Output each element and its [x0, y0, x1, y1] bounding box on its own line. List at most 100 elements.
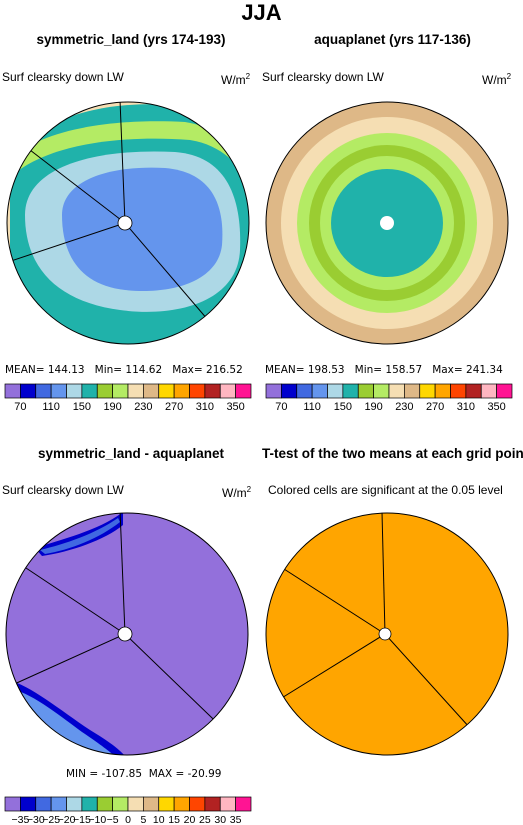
colorbar3-swatch — [173, 796, 190, 812]
panel3-subtitle: Surf clearsky down LW — [2, 483, 124, 497]
panel2-stats: MEAN= 198.53 Min= 158.57 Max= 241.34 — [265, 364, 503, 376]
colorbar3-tick-label: 35 — [230, 814, 242, 825]
colorbar1-tick-label: 70 — [14, 401, 26, 413]
panel4-meridian-line — [269, 559, 386, 635]
panel1-stats: MEAN= 144.13 Min= 114.62 Max= 216.52 — [5, 364, 243, 376]
colorbar3-tick-label: −20 — [58, 814, 76, 825]
colorbar1-tick-label: 110 — [42, 401, 60, 413]
colorbar3-swatch — [189, 796, 206, 812]
main-title: JJA — [241, 0, 282, 25]
panel2-pole-marker — [380, 216, 394, 230]
colorbar2-swatch — [419, 383, 436, 399]
panel1-outline — [6, 101, 250, 345]
colorbar3-tick-label: −10 — [88, 814, 106, 825]
colorbar1-swatch — [4, 383, 21, 399]
colorbar1-swatch — [235, 383, 252, 399]
panel1-title: symmetric_land (yrs 174-193) — [36, 32, 226, 47]
panel1-meridian-line — [124, 222, 209, 321]
colorbar3-swatch — [4, 796, 21, 812]
colorbar2-swatch — [480, 383, 497, 399]
colorbar3-tick-label: 25 — [199, 814, 211, 825]
colorbar3-tick-label: 20 — [184, 814, 196, 825]
panel3-title: symmetric_land - aquaplanet — [37, 446, 225, 461]
panel4-meridian-line — [381, 513, 386, 635]
panel3-pole-marker — [117, 626, 133, 642]
colorbar1-swatch — [189, 383, 206, 399]
colorbar2-tick-label: 190 — [364, 401, 382, 413]
colorbar3-swatch — [127, 796, 144, 812]
panel3-meridian-line — [119, 513, 126, 635]
panel1-meridian-line — [7, 222, 126, 263]
colorbar3-tick-label: −5 — [107, 814, 119, 825]
colorbar3-swatch — [35, 796, 52, 812]
panel4-meridian-line — [271, 633, 386, 705]
colorbar1-tick-label: 310 — [196, 401, 214, 413]
colorbar1-swatch — [112, 383, 129, 399]
colorbar2-tick-label: 270 — [426, 401, 444, 413]
colorbar2-swatch — [388, 383, 405, 399]
colorbar2-swatch — [450, 383, 467, 399]
colorbar2-swatch — [404, 383, 421, 399]
colorbar1-swatch — [81, 383, 98, 399]
colorbar1-swatch — [66, 383, 83, 399]
panel2-units: W/m2 — [482, 72, 512, 87]
panel1-subtitle: Surf clearsky down LW — [2, 70, 124, 84]
colorbar3-tick-label: 30 — [214, 814, 226, 825]
colorbar3-swatch — [20, 796, 37, 812]
panel4-subtitle: Colored cells are significant at the 0.0… — [268, 483, 503, 497]
colorbar3-tick-label: −30 — [27, 814, 45, 825]
panel1-band-blue — [62, 167, 223, 292]
colorbar1-tick-label: 230 — [134, 401, 152, 413]
panel3-patch-mid — [40, 518, 120, 554]
colorbar1-tick-label: 350 — [226, 401, 244, 413]
panel2-title: aquaplanet (yrs 117-136) — [314, 32, 471, 47]
colorbar1-swatch — [158, 383, 175, 399]
colorbar1-swatch — [173, 383, 190, 399]
colorbar1-swatch — [204, 383, 221, 399]
colorbar2-swatch — [373, 383, 390, 399]
colorbar2-swatch — [296, 383, 313, 399]
colorbar3-swatch — [66, 796, 83, 812]
panel4-pole-marker — [378, 627, 392, 641]
panel1-meridian-line — [119, 102, 126, 224]
colorbar2-swatch — [434, 383, 451, 399]
panel3-patch-light — [8, 688, 115, 755]
colorbar2-tick-label: 230 — [395, 401, 413, 413]
colorbar3-swatch — [219, 796, 236, 812]
colorbar3-tick-label: 5 — [140, 814, 146, 825]
colorbar2-tick-label: 350 — [487, 401, 505, 413]
colorbar3-swatch — [81, 796, 98, 812]
colorbar2-tick-label: 310 — [457, 401, 475, 413]
colorbar3-swatch — [96, 796, 113, 812]
panel3-patch-dark-2 — [8, 680, 125, 755]
panel1-meridian-line — [29, 149, 126, 224]
panel3-stats: MIN = -107.85 MAX = -20.99 — [66, 768, 222, 780]
colorbar3-tick-label: 15 — [168, 814, 180, 825]
colorbar3-tick-label: −35 — [11, 814, 29, 825]
panel4-outline — [265, 512, 509, 756]
panel3-units: W/m2 — [222, 485, 252, 500]
colorbar3-tick-label: −25 — [42, 814, 60, 825]
colorbar1-tick-label: 150 — [73, 401, 91, 413]
colorbar1-swatch — [35, 383, 52, 399]
colorbar2-swatch — [281, 383, 298, 399]
colorbar2-swatch — [496, 383, 513, 399]
colorbar1-swatch — [20, 383, 37, 399]
panel2-outline — [265, 101, 509, 345]
panel3-meridian-line — [13, 559, 126, 635]
panel1-units: W/m2 — [221, 72, 251, 87]
panel3-patch-dark — [35, 513, 123, 556]
colorbar2-swatch — [327, 383, 344, 399]
colorbar2-swatch — [465, 383, 482, 399]
colorbar3-swatch — [50, 796, 67, 812]
colorbar3-swatch — [112, 796, 129, 812]
colorbar2-swatch — [265, 383, 282, 399]
colorbar1-swatch — [143, 383, 160, 399]
colorbar1-swatch — [219, 383, 236, 399]
colorbar1-tick-label: 190 — [103, 401, 121, 413]
colorbar3-swatch — [143, 796, 160, 812]
panel4-title: T-test of the two means at each grid poi… — [262, 446, 523, 461]
colorbar3-swatch — [235, 796, 252, 812]
colorbar3-swatch — [204, 796, 221, 812]
panel1-pole-marker — [117, 215, 133, 231]
